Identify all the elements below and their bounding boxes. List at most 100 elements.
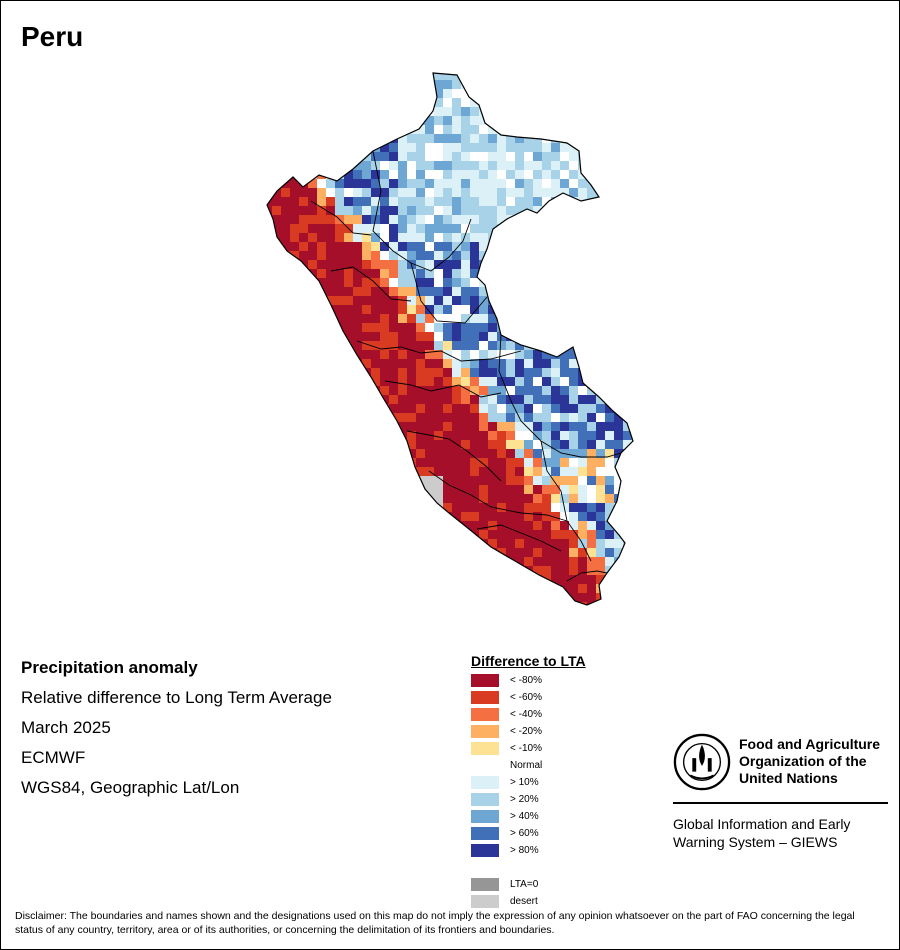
grid-cell: [371, 395, 380, 404]
grid-cell: [497, 584, 506, 593]
grid-cell: [605, 521, 614, 530]
grid-cell: [479, 305, 488, 314]
grid-cell: [551, 206, 560, 215]
grid-cell: [551, 269, 560, 278]
grid-cell: [515, 368, 524, 377]
grid-cell: [326, 413, 335, 422]
grid-cell: [524, 215, 533, 224]
grid-cell: [569, 107, 578, 116]
grid-cell: [389, 134, 398, 143]
grid-cell: [389, 539, 398, 548]
grid-cell: [596, 134, 605, 143]
grid-cell: [524, 170, 533, 179]
grid-cell: [551, 73, 560, 80]
grid-cell: [605, 332, 614, 341]
grid-cell: [281, 305, 290, 314]
grid-cell: [267, 332, 272, 341]
grid-cell: [326, 467, 335, 476]
grid-cell: [398, 386, 407, 395]
grid-cell: [452, 224, 461, 233]
grid-cell: [416, 224, 425, 233]
grid-cell: [371, 332, 380, 341]
grid-cell: [353, 404, 362, 413]
grid-cell: [281, 377, 290, 386]
grid-cell: [389, 557, 398, 566]
grid-cell: [371, 494, 380, 503]
grid-cell: [524, 467, 533, 476]
grid-cell: [470, 467, 479, 476]
grid-cell: [596, 215, 605, 224]
grid-cell: [614, 305, 623, 314]
grid-cell: [515, 449, 524, 458]
grid-cell: [497, 242, 506, 251]
grid-cell: [380, 197, 389, 206]
grid-cell: [380, 98, 389, 107]
grid-cell: [506, 278, 515, 287]
grid-cell: [587, 548, 596, 557]
grid-cell: [326, 476, 335, 485]
grid-cell: [416, 368, 425, 377]
grid-cell: [470, 242, 479, 251]
grid-cell: [344, 368, 353, 377]
grid-cell: [344, 73, 353, 80]
grid-cell: [425, 278, 434, 287]
grid-cell: [434, 539, 443, 548]
grid-cell: [488, 242, 497, 251]
grid-cell: [326, 440, 335, 449]
grid-cell: [308, 521, 317, 530]
info-projection: WGS84, Geographic Lat/Lon: [21, 778, 240, 797]
grid-cell: [389, 350, 398, 359]
grid-cell: [542, 152, 551, 161]
grid-cell: [596, 332, 605, 341]
map-title: Peru: [21, 21, 84, 52]
grid-cell: [290, 161, 299, 170]
grid-cell: [443, 386, 452, 395]
grid-cell: [272, 161, 281, 170]
grid-cell: [497, 215, 506, 224]
grid-cell: [407, 377, 416, 386]
grid-cell: [443, 422, 452, 431]
grid-cell: [380, 287, 389, 296]
grid-cell: [443, 206, 452, 215]
grid-cell: [434, 368, 443, 377]
grid-cell: [569, 314, 578, 323]
grid-cell: [614, 359, 623, 368]
grid-cell: [267, 404, 272, 413]
grid-cell: [434, 377, 443, 386]
grid-cell: [524, 296, 533, 305]
grid-cell: [272, 521, 281, 530]
grid-cell: [479, 152, 488, 161]
grid-cell: [344, 251, 353, 260]
grid-cell: [272, 395, 281, 404]
grid-cell: [461, 251, 470, 260]
grid-cell: [434, 134, 443, 143]
grid-cell: [542, 530, 551, 539]
grid-cell: [470, 512, 479, 521]
map-info: Precipitation anomaly Relative differenc…: [21, 656, 332, 806]
grid-cell: [362, 188, 371, 197]
grid-cell: [434, 107, 443, 116]
grid-cell: [515, 242, 524, 251]
grid-cell: [560, 377, 569, 386]
grid-cell: [542, 215, 551, 224]
fao-name-line: Food and Agriculture: [739, 736, 881, 752]
grid-cell: [434, 215, 443, 224]
grid-cell: [317, 548, 326, 557]
grid-cell: [380, 89, 389, 98]
grid-cell: [578, 449, 587, 458]
grid-cell: [515, 305, 524, 314]
grid-cell: [317, 107, 326, 116]
grid-cell: [551, 503, 560, 512]
grid-cell: [326, 242, 335, 251]
grid-cell: [524, 107, 533, 116]
grid-cell: [614, 233, 623, 242]
grid-cell: [632, 116, 633, 125]
grid-cell: [578, 215, 587, 224]
grid-cell: [425, 161, 434, 170]
grid-cell: [281, 539, 290, 548]
grid-cell: [416, 260, 425, 269]
grid-cell: [632, 89, 633, 98]
grid-cell: [506, 134, 515, 143]
grid-cell: [425, 242, 434, 251]
grid-cell: [497, 458, 506, 467]
